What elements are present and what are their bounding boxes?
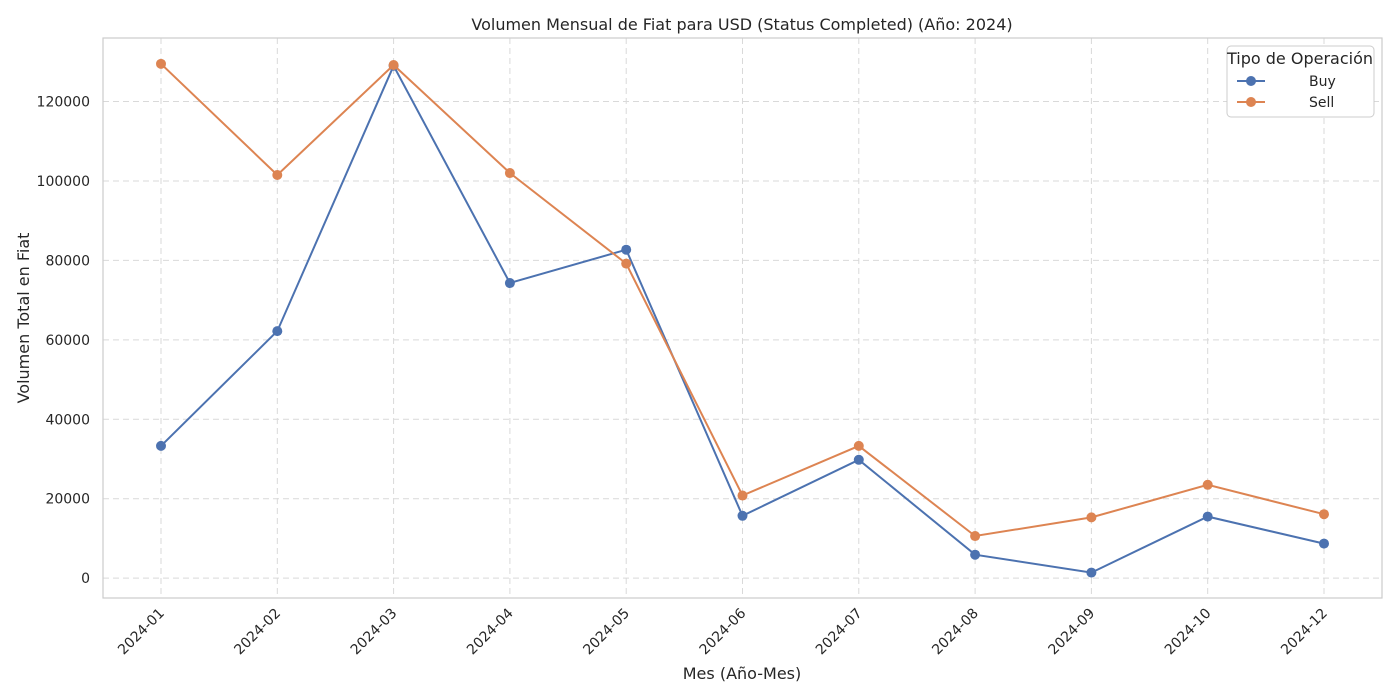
x-tick-label: 2024-05 [580,606,633,659]
buy-point [853,454,864,465]
x-axis-title: Mes (Año-Mes) [683,664,801,683]
x-tick-label: 2024-09 [1046,606,1099,659]
y-tick-label: 80000 [45,253,90,269]
sell-point [1319,509,1329,520]
legend-box [1226,45,1375,118]
sell-point [156,58,166,69]
legend-title: Tipo de Operación [1226,49,1373,68]
sell-point [621,258,632,269]
legend-item-sell: Sell [1237,95,1334,111]
legend-marker-sell [1246,97,1256,107]
legend-label-buy: Buy [1309,74,1336,90]
x-tick-label: 2024-01 [115,606,168,659]
y-axis-ticks: 0 20000 40000 60000 80000 100000 120000 [37,95,90,588]
sell-point [388,60,399,71]
buy-point [1319,538,1329,549]
grid-lines [103,38,1382,598]
legend-items: Buy Sell [1237,74,1336,111]
buy-point [737,510,748,521]
series-sell [156,58,1329,542]
plot-area-frame [102,37,1383,599]
series-lines [156,58,1329,578]
y-tick-label: 120000 [37,95,90,111]
x-tick-label: 2024-04 [464,605,517,658]
legend-item-buy: Buy [1237,74,1336,90]
sell-point [272,170,283,181]
x-tick-label: 2024-06 [697,605,750,658]
buy-point [156,440,166,451]
buy-point [1086,567,1097,578]
y-tick-label: 60000 [45,333,90,349]
sell-point [853,440,864,451]
legend-marker-buy [1246,76,1256,86]
buy-point [970,549,981,560]
y-tick-label: 40000 [45,412,90,428]
buy-point [504,278,515,289]
legend-label-sell: Sell [1309,95,1334,111]
legend: Tipo de Operación Buy Sell [1226,45,1375,118]
y-tick-label: 100000 [37,174,90,190]
chart-title: Volumen Mensual de Fiat para USD (Status… [471,15,1012,34]
sell-point [1202,479,1213,490]
series-buy [156,60,1329,578]
buy-point [272,326,283,337]
y-tick-label: 20000 [45,492,90,508]
sell-point [737,490,748,501]
x-tick-label: 2024-10 [1162,606,1215,659]
x-tick-label: 2024-02 [231,606,284,659]
x-axis-ticks: 2024-01 2024-02 2024-03 2024-04 2024-05 2024-… [115,605,1331,658]
sell-point [1086,512,1097,523]
sell-point [504,168,515,179]
x-tick-label: 2024-12 [1278,606,1331,659]
y-axis-title: Volumen Total en Fiat [14,233,33,404]
x-tick-label: 2024-08 [929,606,982,659]
x-tick-label: 2024-03 [348,606,401,659]
buy-point [1202,511,1213,522]
y-tick-label: 0 [81,571,90,587]
sell-point [970,531,981,542]
x-tick-label: 2024-07 [813,606,866,659]
buy-point [621,244,632,255]
